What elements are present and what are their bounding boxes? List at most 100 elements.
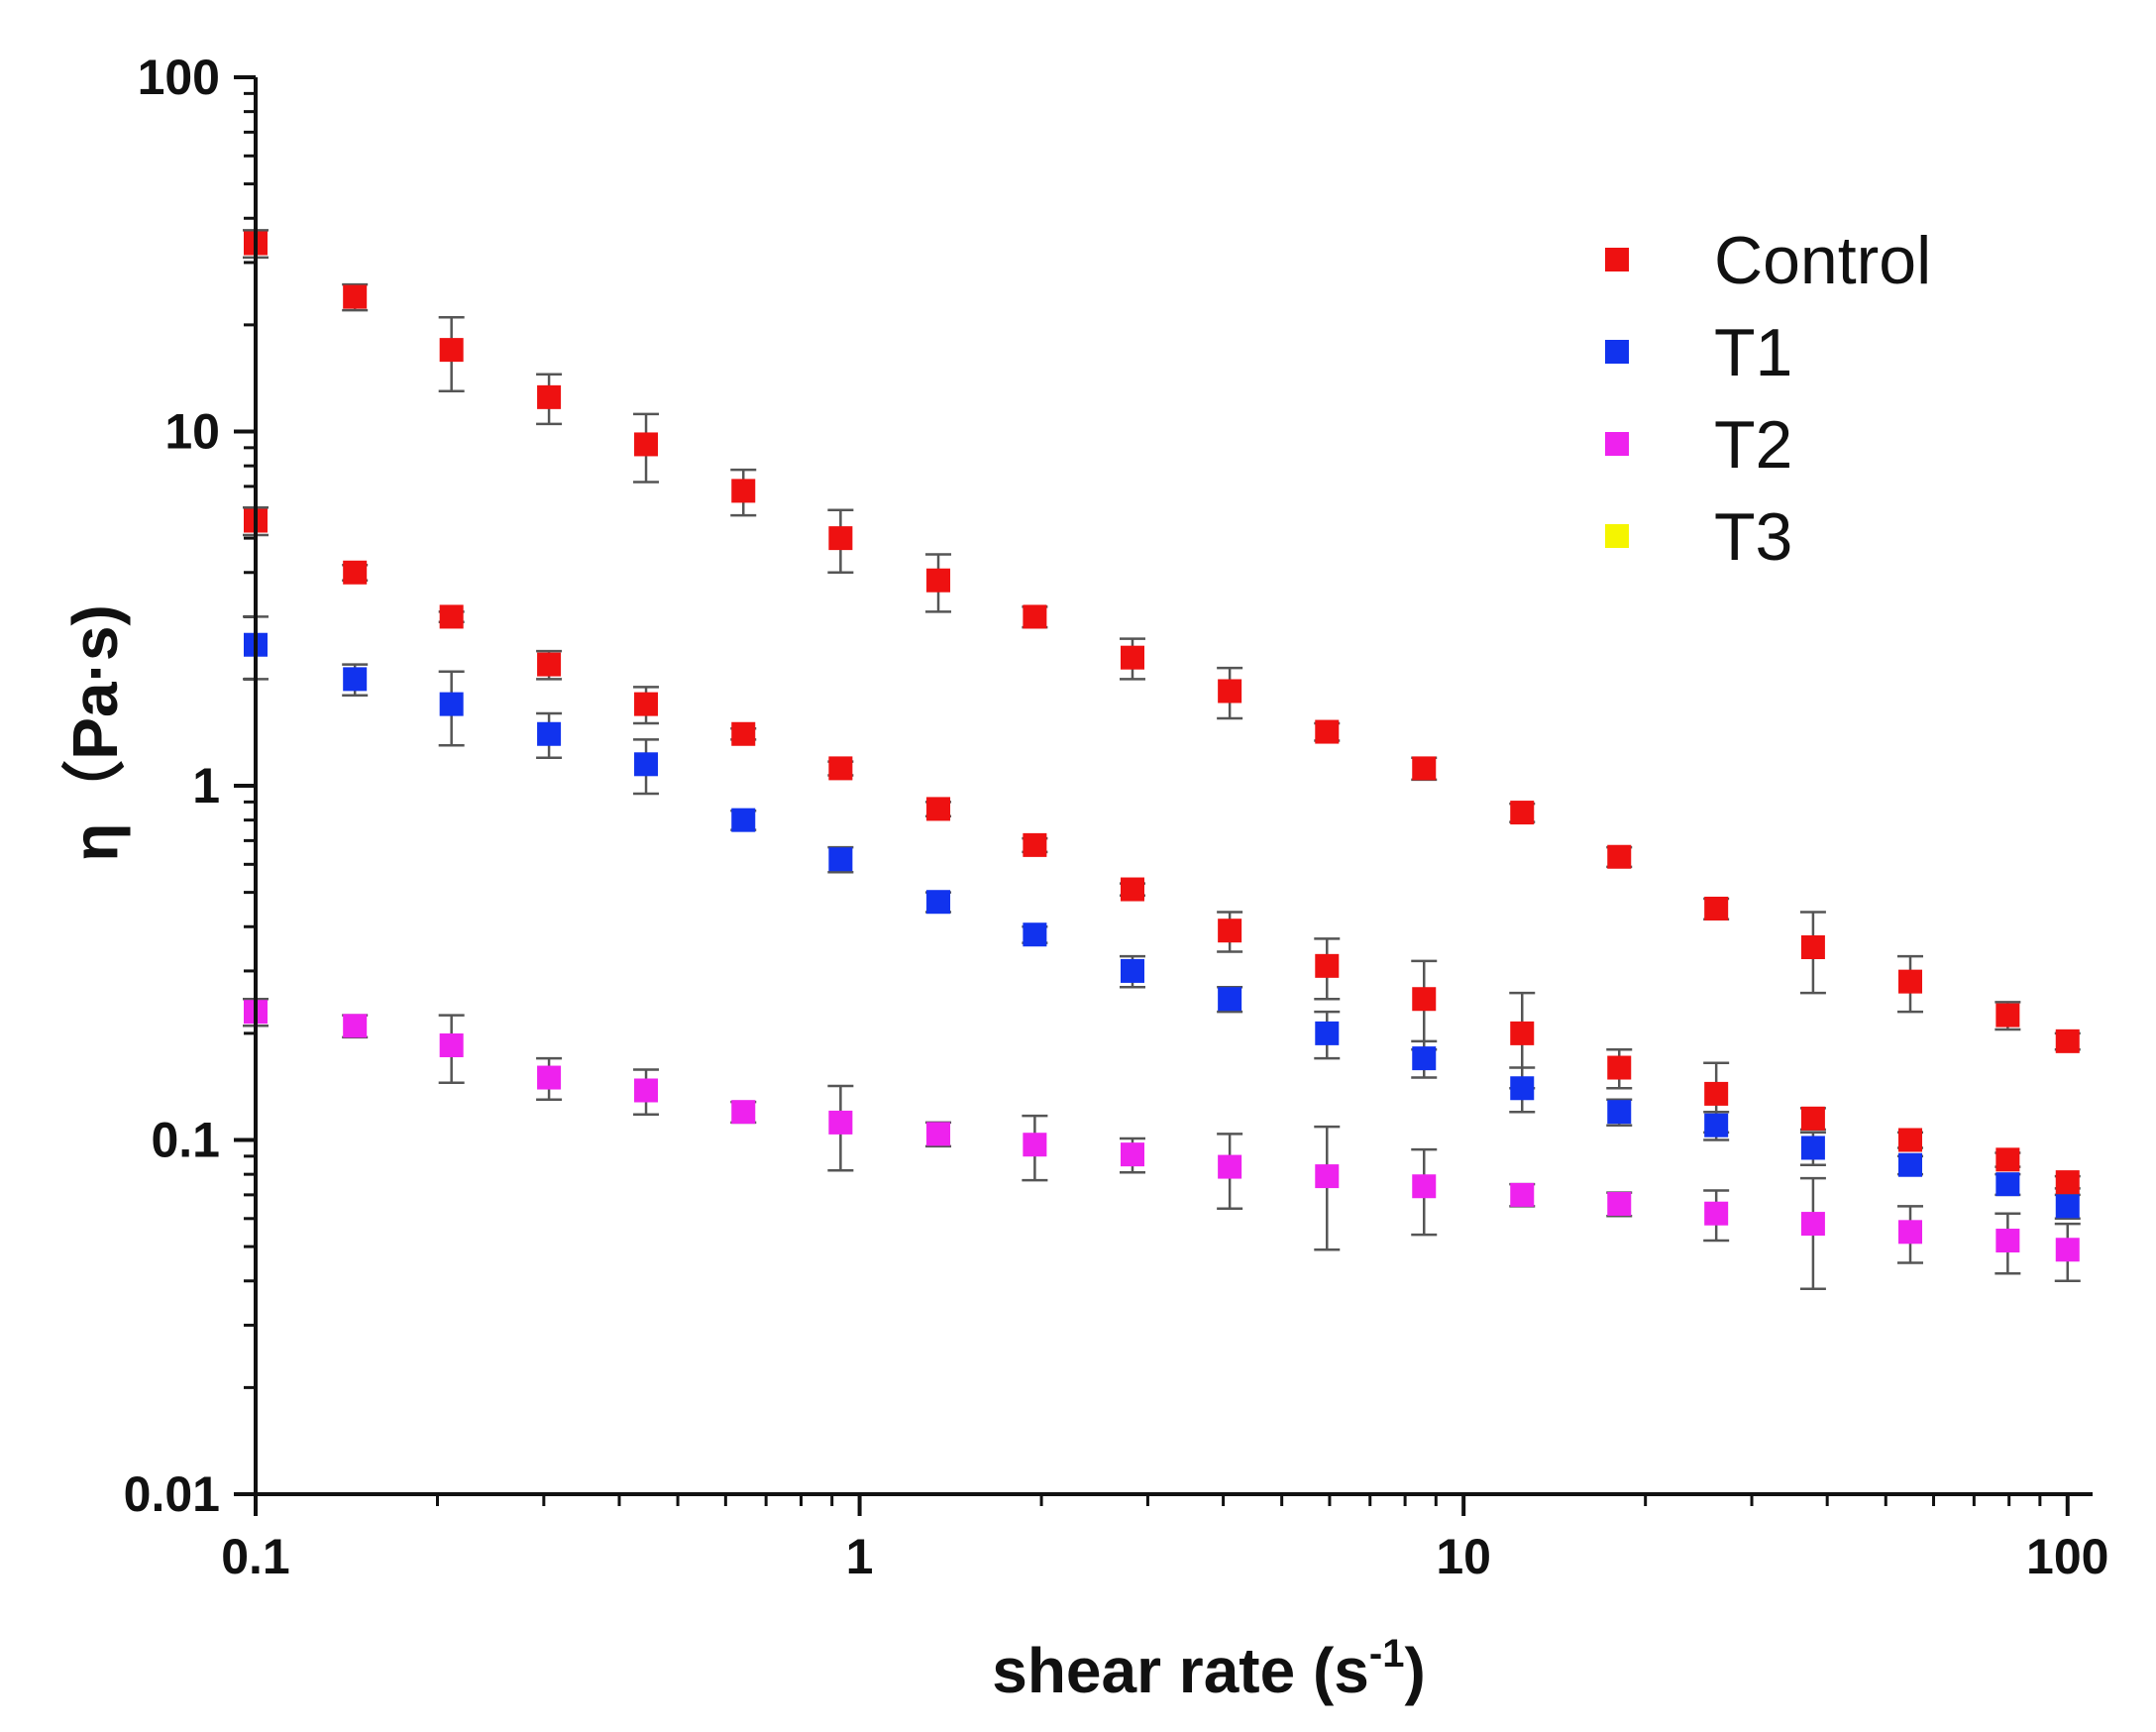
data-point-control: [1801, 1107, 1825, 1131]
data-point-control: [926, 797, 950, 820]
y-tick-label: 100: [138, 50, 220, 105]
data-point-control: [731, 479, 755, 502]
data-point-t2: [1607, 1192, 1631, 1216]
data-point-control: [1121, 646, 1144, 670]
data-point-control: [1607, 845, 1631, 869]
data-point-t1: [1121, 959, 1144, 983]
data-point-control: [1801, 935, 1825, 959]
data-point-control: [1704, 1082, 1728, 1106]
legend-label-control: Control: [1714, 223, 1931, 298]
data-point-control: [343, 285, 367, 309]
data-point-control: [1412, 756, 1436, 780]
y-tick-label: 0.01: [124, 1466, 220, 1522]
data-point-control: [1218, 919, 1241, 942]
data-point-control: [1315, 720, 1339, 744]
data-point-t1: [440, 693, 464, 716]
data-point-control: [1412, 987, 1436, 1011]
data-point-t1: [1801, 1136, 1825, 1159]
data-point-t2: [1121, 1142, 1144, 1166]
data-point-t1: [1023, 922, 1046, 946]
data-point-control: [1510, 1022, 1534, 1045]
data-point-t1: [828, 847, 852, 871]
legend: Control T1 T2 T3: [1605, 223, 1931, 575]
data-point-control: [1218, 679, 1241, 703]
data-point-t2: [1315, 1164, 1339, 1188]
data-point-control: [1023, 833, 1046, 857]
data-point-t2: [1510, 1183, 1534, 1207]
x-tick-label: 100: [2026, 1529, 2108, 1584]
data-point-t1: [1995, 1172, 2019, 1196]
data-point-control: [1995, 1004, 2019, 1028]
data-point-t2: [1801, 1212, 1825, 1236]
data-point-control: [828, 756, 852, 780]
x-tick-label: 10: [1436, 1529, 1491, 1584]
data-point-control: [2056, 1029, 2080, 1053]
data-point-t2: [343, 1014, 367, 1037]
data-point-t1: [731, 809, 755, 832]
data-point-control: [634, 693, 658, 716]
data-point-control: [828, 526, 852, 550]
data-point-t1: [1898, 1153, 1922, 1177]
legend-marker-t3: [1605, 524, 1629, 548]
data-point-t1: [634, 752, 658, 776]
y-tick-label: 0.1: [151, 1113, 220, 1168]
data-point-t1: [1607, 1100, 1631, 1124]
legend-marker-t1: [1605, 340, 1629, 364]
data-point-t1: [1704, 1114, 1728, 1137]
data-point-control: [343, 561, 367, 585]
data-point-control: [537, 653, 561, 677]
data-point-control: [1704, 897, 1728, 920]
y-tick-label: 1: [192, 758, 220, 813]
data-point-t2: [828, 1111, 852, 1135]
x-axis-title-superscript: -1: [1369, 1632, 1405, 1676]
y-tick-label: 10: [164, 404, 220, 460]
data-point-control: [1510, 801, 1534, 824]
x-axis-title: shear rate (s-1): [992, 1632, 1426, 1706]
data-point-control: [1121, 878, 1144, 902]
data-point-t1: [1510, 1076, 1534, 1100]
data-point-t2: [440, 1033, 464, 1057]
legend-marker-control: [1605, 248, 1629, 271]
data-point-control: [2056, 1170, 2080, 1194]
data-point-control: [440, 338, 464, 362]
legend-label-t1: T1: [1714, 315, 1792, 390]
data-point-control: [1315, 954, 1339, 978]
data-point-control: [926, 569, 950, 593]
chart: 0.1 1 10 100 0.010.1110100 shear rate (s-1)…: [0, 0, 2156, 1732]
data-point-t2: [1898, 1220, 1922, 1244]
data-point-control: [1898, 1129, 1922, 1152]
data-point-control: [634, 432, 658, 456]
data-point-t2: [634, 1078, 658, 1102]
data-point-t1: [1412, 1046, 1436, 1070]
legend-marker-t2: [1605, 432, 1629, 456]
data-point-t2: [1995, 1229, 2019, 1252]
data-point-t2: [1218, 1155, 1241, 1179]
data-point-t2: [926, 1122, 950, 1145]
data-point-t2: [1023, 1133, 1046, 1156]
data-point-t1: [2056, 1194, 2080, 1218]
data-point-control: [1995, 1147, 2019, 1171]
data-point-control: [1607, 1056, 1631, 1080]
data-point-t1: [926, 890, 950, 914]
data-point-t2: [1704, 1202, 1728, 1226]
data-point-control: [537, 385, 561, 409]
data-point-t1: [343, 667, 367, 691]
data-point-t2: [1412, 1174, 1436, 1198]
data-point-t1: [1218, 987, 1241, 1011]
data-point-control: [731, 722, 755, 746]
data-point-t2: [537, 1066, 561, 1090]
x-tick-labels: 0.1 1 10 100: [221, 1529, 2108, 1584]
y-tick-labels: 0.01 0.1 1 10 100: [124, 50, 220, 1522]
legend-label-t3: T3: [1714, 499, 1792, 575]
minor-ticks: [244, 93, 2040, 1506]
data-points: [244, 231, 2080, 1261]
x-tick-label: 1: [846, 1529, 874, 1584]
y-axis-title: η（Pa·s): [59, 604, 131, 862]
data-point-control: [1023, 604, 1046, 628]
data-point-t2: [731, 1100, 755, 1124]
x-tick-label: 0.1: [221, 1529, 290, 1584]
data-point-t1: [1315, 1022, 1339, 1045]
data-point-control: [440, 604, 464, 628]
legend-label-t2: T2: [1714, 407, 1792, 483]
data-point-control: [1898, 970, 1922, 994]
